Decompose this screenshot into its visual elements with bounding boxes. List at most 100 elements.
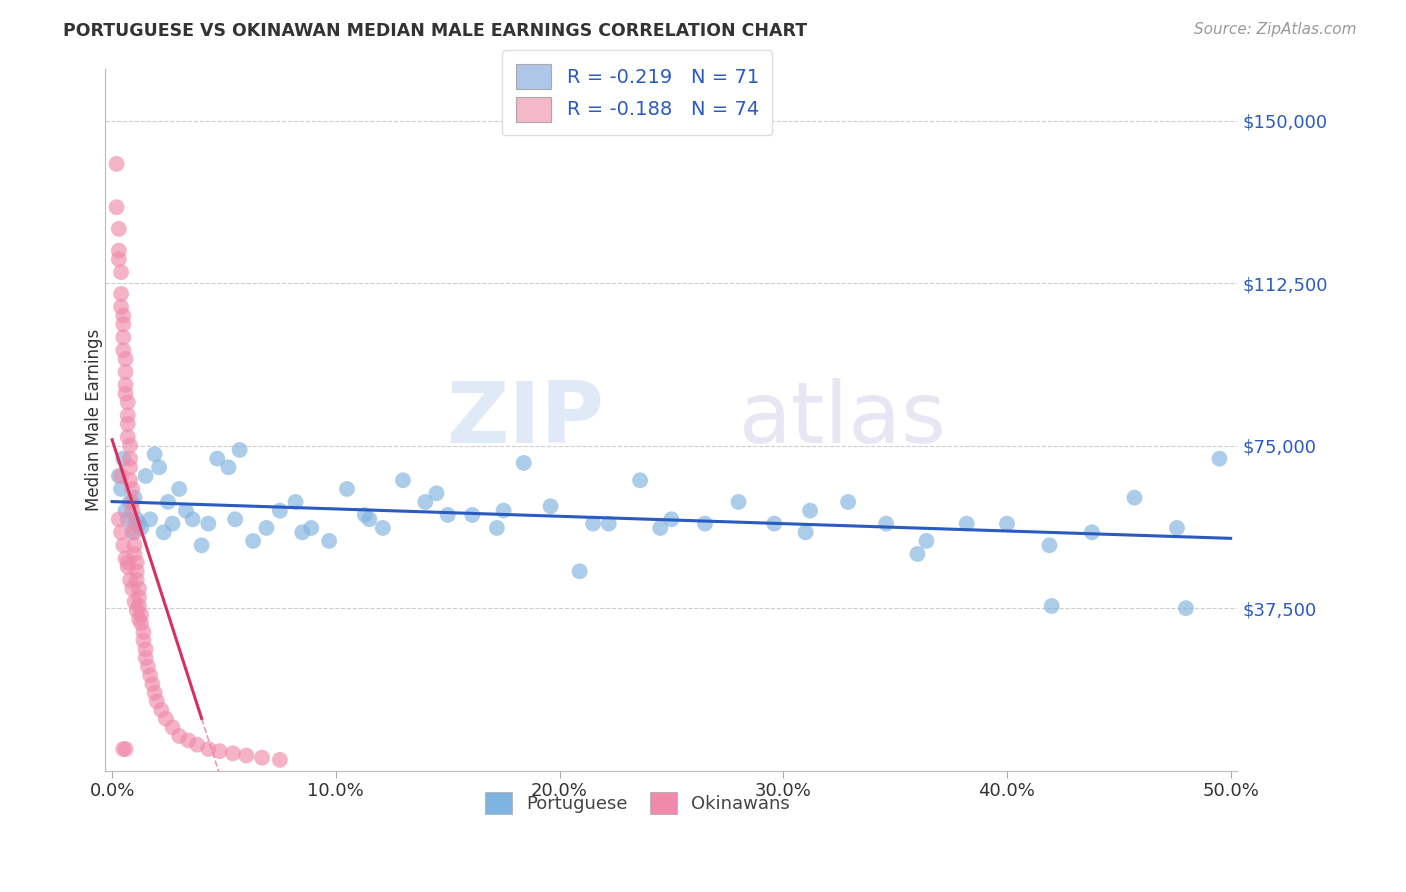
Point	[794, 525, 817, 540]
Point	[661, 512, 683, 526]
Point	[598, 516, 620, 531]
Point	[121, 482, 143, 496]
Point	[148, 460, 170, 475]
Point	[197, 742, 219, 756]
Point	[110, 482, 132, 496]
Point	[150, 703, 173, 717]
Point	[181, 512, 204, 526]
Point	[1208, 451, 1230, 466]
Point	[242, 533, 264, 548]
Point	[413, 495, 436, 509]
Point	[727, 495, 749, 509]
Legend: Portuguese, Okinawans: Portuguese, Okinawans	[474, 781, 801, 825]
Point	[222, 747, 245, 761]
Point	[125, 512, 148, 526]
Point	[995, 516, 1018, 531]
Point	[152, 525, 174, 540]
Point	[693, 516, 716, 531]
Point	[114, 742, 136, 756]
Point	[108, 222, 131, 236]
Point	[461, 508, 484, 522]
Point	[124, 594, 146, 608]
Point	[167, 729, 190, 743]
Point	[117, 430, 139, 444]
Text: Source: ZipAtlas.com: Source: ZipAtlas.com	[1194, 22, 1357, 37]
Point	[392, 473, 415, 487]
Point	[135, 469, 157, 483]
Point	[118, 495, 141, 509]
Point	[269, 503, 291, 517]
Point	[117, 395, 139, 409]
Point	[121, 495, 143, 509]
Point	[117, 409, 139, 423]
Point	[112, 742, 135, 756]
Point	[110, 469, 132, 483]
Point	[139, 668, 162, 682]
Point	[135, 651, 157, 665]
Point	[124, 525, 146, 540]
Point	[110, 300, 132, 314]
Point	[907, 547, 929, 561]
Point	[197, 516, 219, 531]
Text: atlas: atlas	[740, 378, 948, 461]
Point	[118, 439, 141, 453]
Point	[190, 538, 212, 552]
Point	[174, 503, 197, 517]
Point	[117, 417, 139, 431]
Point	[118, 460, 141, 475]
Point	[425, 486, 447, 500]
Point	[1123, 491, 1146, 505]
Point	[114, 365, 136, 379]
Point	[256, 521, 278, 535]
Point	[114, 378, 136, 392]
Point	[128, 612, 150, 626]
Point	[110, 265, 132, 279]
Point	[162, 516, 184, 531]
Point	[799, 503, 821, 517]
Point	[1040, 599, 1063, 613]
Point	[128, 599, 150, 613]
Point	[121, 525, 143, 540]
Point	[132, 633, 155, 648]
Point	[108, 244, 131, 258]
Point	[143, 686, 166, 700]
Point	[235, 748, 257, 763]
Point	[208, 744, 231, 758]
Point	[1081, 525, 1104, 540]
Point	[110, 286, 132, 301]
Point	[628, 473, 651, 487]
Point	[125, 556, 148, 570]
Point	[224, 512, 246, 526]
Point	[299, 521, 322, 535]
Point	[125, 564, 148, 578]
Point	[157, 495, 180, 509]
Point	[269, 753, 291, 767]
Point	[167, 482, 190, 496]
Point	[112, 451, 135, 466]
Point	[114, 503, 136, 517]
Point	[112, 343, 135, 358]
Point	[129, 521, 152, 535]
Point	[207, 451, 229, 466]
Point	[582, 516, 605, 531]
Point	[540, 500, 562, 514]
Point	[217, 460, 239, 475]
Point	[125, 603, 148, 617]
Point	[125, 573, 148, 587]
Point	[956, 516, 979, 531]
Point	[1174, 601, 1197, 615]
Point	[485, 521, 508, 535]
Point	[336, 482, 359, 496]
Point	[118, 473, 141, 487]
Point	[124, 491, 146, 505]
Point	[136, 659, 159, 673]
Point	[318, 533, 340, 548]
Point	[177, 733, 200, 747]
Point	[128, 582, 150, 596]
Point	[650, 521, 672, 535]
Point	[146, 694, 169, 708]
Point	[513, 456, 536, 470]
Point	[492, 503, 515, 517]
Point	[128, 516, 150, 531]
Point	[763, 516, 786, 531]
